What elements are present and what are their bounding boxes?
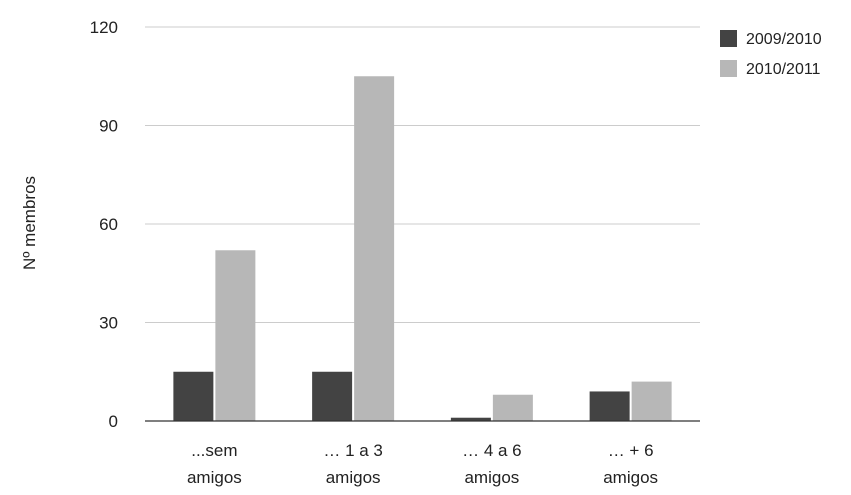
- y-tick-label: 0: [109, 412, 118, 431]
- legend: 2009/2010 2010/2011: [720, 30, 822, 78]
- bar-2009-2010-2: [312, 371, 353, 421]
- bar-2009-2010-4: [589, 391, 630, 421]
- x-tick-label: … + 6 amigos: [603, 441, 658, 487]
- x-axis-tick-labels: ...sem amigos … 1 a 3 amigos … 4 a 6 amigos … …: [187, 441, 658, 487]
- bars: [173, 76, 672, 421]
- legend-swatch: [720, 60, 737, 77]
- bar-2010-2011-2: [354, 76, 395, 421]
- y-axis-label: Nº membros: [20, 176, 39, 270]
- y-tick-label: 90: [99, 117, 118, 136]
- y-tick-label: 30: [99, 314, 118, 333]
- legend-label: 2010/2011: [746, 61, 821, 78]
- bar-2009-2010-1: [173, 371, 214, 421]
- legend-label: 2009/2010: [746, 31, 822, 48]
- bar-2010-2011-1: [215, 250, 256, 421]
- y-tick-label: 60: [99, 215, 118, 234]
- x-tick-label: ...sem amigos: [187, 441, 242, 487]
- legend-swatch: [720, 30, 737, 47]
- bar-2010-2011-4: [631, 381, 672, 421]
- gridlines: [145, 26, 700, 323]
- x-tick-label: … 4 a 6 amigos: [462, 441, 522, 487]
- x-tick-label: … 1 a 3 amigos: [323, 441, 383, 487]
- y-tick-label: 120: [90, 18, 118, 37]
- y-axis-ticks: 0 30 60 90 120: [90, 18, 118, 431]
- bar-2010-2011-3: [492, 394, 533, 421]
- bar-2009-2010-3: [450, 417, 491, 421]
